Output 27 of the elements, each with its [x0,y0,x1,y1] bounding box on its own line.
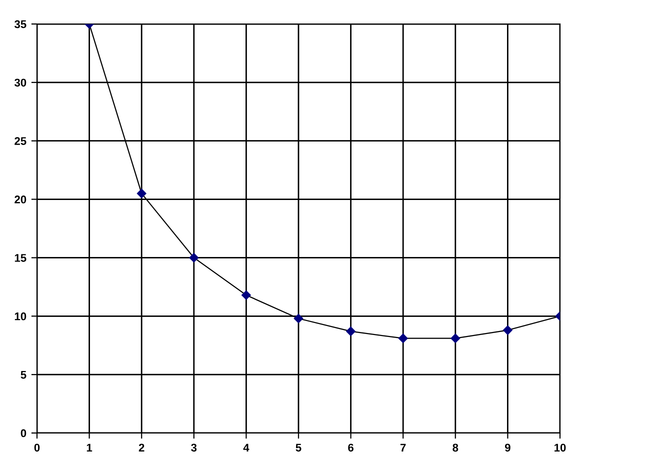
y-tick-label: 0 [20,429,26,438]
point [136,188,146,198]
point [398,334,408,343]
x-tick-label: 6 [348,444,354,452]
x-tick-label: 9 [504,444,510,452]
y-tick-label: 35 [14,20,26,28]
x-tick-label: 7 [400,444,406,452]
y-tick-label: 10 [14,312,26,320]
y-tick-label: 30 [14,78,26,87]
point [346,326,356,336]
y-tick-label: 25 [14,137,26,145]
point [189,253,199,262]
x-tick-label: 3 [191,444,197,452]
point [294,314,304,324]
point [242,290,251,300]
x-tick-label: 10 [554,444,566,452]
x-tick-label: 1 [86,444,92,452]
y-tick-label: 20 [14,196,26,204]
point [450,334,460,343]
x-tick-label: 2 [138,444,144,452]
point [503,326,512,335]
x-tick-label: 5 [296,444,302,452]
x-tick-label: 4 [243,444,250,452]
y-tick-label: 5 [20,370,26,379]
x-tick-label: 8 [452,444,458,452]
x-tick-label: 0 [34,444,40,452]
y-tick-label: 15 [14,254,26,262]
